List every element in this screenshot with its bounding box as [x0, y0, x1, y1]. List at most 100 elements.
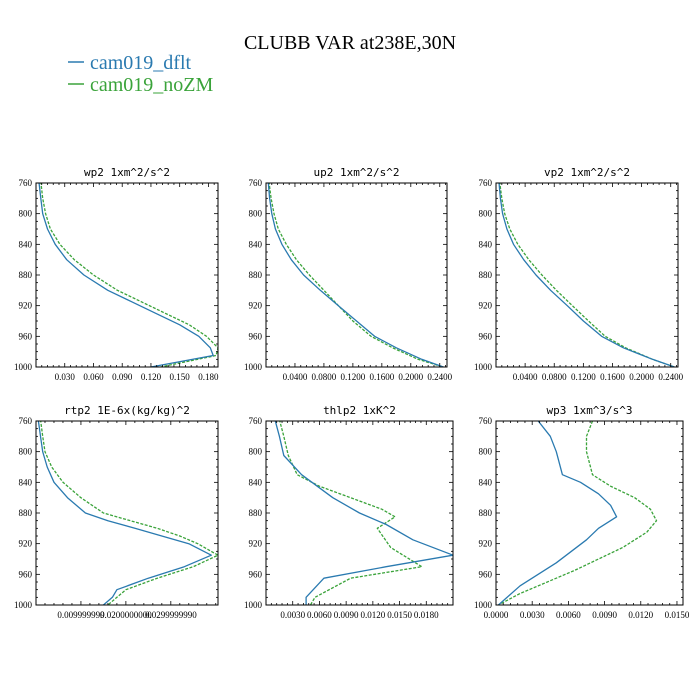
y-tick-label: 1000: [474, 362, 493, 372]
panel: vp2 1xm^2/s^2 760 800 840 880 920 960 1000 0.040…: [474, 166, 684, 382]
x-tick-label: 0.0400: [283, 372, 308, 382]
x-tick-label: 0.2000: [398, 372, 423, 382]
panel: wp3 1xm^3/s^3 760 800 840 880 920 960 10000.000…: [474, 404, 690, 620]
y-tick-label: 800: [249, 209, 263, 219]
y-tick-label: 920: [479, 539, 493, 549]
y-tick-label: 840: [249, 239, 263, 249]
panel-frame: [35, 182, 219, 368]
x-tick-label: 0.1600: [600, 372, 625, 382]
y-tick-label: 880: [479, 508, 493, 518]
y-tick-label: 760: [19, 416, 33, 426]
y-tick-label: 1000: [14, 600, 33, 610]
x-tick-label: 0.0090: [592, 610, 617, 620]
x-tick-label: 0.120: [141, 372, 162, 382]
x-tick-label: 0.0090: [334, 610, 359, 620]
y-tick-label: 760: [249, 178, 263, 188]
y-tick-label: 960: [479, 569, 493, 579]
series-line-cam019_dflt: [38, 183, 214, 367]
series-line-cam019_dflt: [274, 421, 453, 605]
panel-title: wp3 1xm^3/s^3: [546, 404, 632, 417]
series-line-cam019_noZM: [268, 183, 444, 367]
x-tick-label: 0.0120: [360, 610, 385, 620]
x-tick-label: 0.0200000000: [100, 610, 152, 620]
series-line-cam019_dflt: [267, 183, 444, 367]
x-tick-label: 0.1200: [571, 372, 596, 382]
legend-label: cam019_noZM: [90, 74, 214, 96]
y-tick-label: 800: [19, 209, 33, 219]
series-line-cam019_noZM: [279, 421, 423, 605]
y-tick-label: 760: [479, 416, 493, 426]
panel: up2 1xm^2/s^2 760 800 840 880 920 960 1000 0.040…: [244, 166, 453, 382]
x-tick-label: 0.180: [198, 372, 219, 382]
x-tick-label: 0.0120: [628, 610, 653, 620]
x-tick-label: 0.0060: [307, 610, 332, 620]
panel-title: up2 1xm^2/s^2: [313, 166, 399, 179]
x-tick-label: 0.0400: [513, 372, 538, 382]
y-tick-label: 800: [479, 209, 493, 219]
y-tick-label: 840: [479, 477, 493, 487]
y-tick-label: 880: [479, 270, 493, 280]
y-tick-label: 1000: [14, 362, 33, 372]
y-tick-label: 1000: [244, 600, 263, 610]
series-line-cam019_dflt: [498, 183, 675, 367]
x-tick-label: 0.0030: [520, 610, 545, 620]
y-tick-label: 920: [19, 539, 33, 549]
x-tick-label: 0.1600: [369, 372, 394, 382]
legend-item: cam019_noZM: [68, 74, 214, 96]
x-tick-label: 0.0150: [387, 610, 412, 620]
panel-frame: [495, 182, 679, 368]
legend-label: cam019_dflt: [90, 52, 192, 74]
x-tick-label: 0.0800: [312, 372, 337, 382]
x-tick-label: 0.150: [170, 372, 191, 382]
series-group: [37, 421, 218, 605]
x-tick-label: 0.0030: [280, 610, 305, 620]
y-tick-label: 840: [19, 239, 33, 249]
y-tick-label: 920: [249, 539, 263, 549]
series-group: [498, 183, 675, 367]
x-tick-label: 0.090: [112, 372, 133, 382]
series-line-cam019_noZM: [498, 421, 658, 605]
y-tick-label: 840: [249, 477, 263, 487]
x-tick-label: 0.0150: [665, 610, 690, 620]
y-tick-label: 800: [19, 447, 33, 457]
y-tick-label: 880: [19, 270, 33, 280]
y-tick-label: 920: [249, 301, 263, 311]
panel-frame: [265, 182, 448, 368]
series-line-cam019_noZM: [499, 183, 675, 367]
y-tick-label: 1000: [244, 362, 263, 372]
y-tick-label: 800: [479, 447, 493, 457]
panel-title: thlp2 1xK^2: [323, 404, 396, 417]
y-tick-label: 1000: [474, 600, 493, 610]
series-line-cam019_dflt: [37, 421, 212, 605]
panel-frame: [35, 420, 219, 606]
series-line-cam019_dflt: [497, 421, 618, 605]
panel-frame: [495, 420, 684, 606]
y-tick-label: 880: [19, 508, 33, 518]
x-tick-label: 0.2000: [629, 372, 654, 382]
y-tick-label: 960: [479, 331, 493, 341]
panel-title: wp2 1xm^2/s^2: [84, 166, 170, 179]
y-tick-label: 760: [19, 178, 33, 188]
y-tick-label: 880: [249, 508, 263, 518]
x-tick-label: 0.2400: [658, 372, 683, 382]
y-tick-label: 800: [249, 447, 263, 457]
y-tick-label: 880: [249, 270, 263, 280]
panel: wp2 1xm^2/s^2 760 800 840 880 920 960 1000 0.030…: [14, 166, 219, 382]
y-tick-label: 960: [19, 331, 33, 341]
x-tick-label: 0.0000: [484, 610, 509, 620]
x-tick-label: 0.0800: [542, 372, 567, 382]
y-tick-label: 960: [249, 569, 263, 579]
y-tick-label: 960: [19, 569, 33, 579]
y-tick-label: 760: [479, 178, 493, 188]
x-tick-label: 0.0299999990: [145, 610, 197, 620]
series-line-cam019_noZM: [40, 183, 218, 367]
y-tick-label: 920: [19, 301, 33, 311]
x-tick-label: 0.009999999: [57, 610, 105, 620]
y-tick-label: 920: [479, 301, 493, 311]
x-tick-label: 0.030: [55, 372, 76, 382]
series-group: [497, 421, 658, 605]
figure-title: CLUBB VAR at238E,30N: [244, 32, 456, 54]
y-tick-label: 760: [249, 416, 263, 426]
